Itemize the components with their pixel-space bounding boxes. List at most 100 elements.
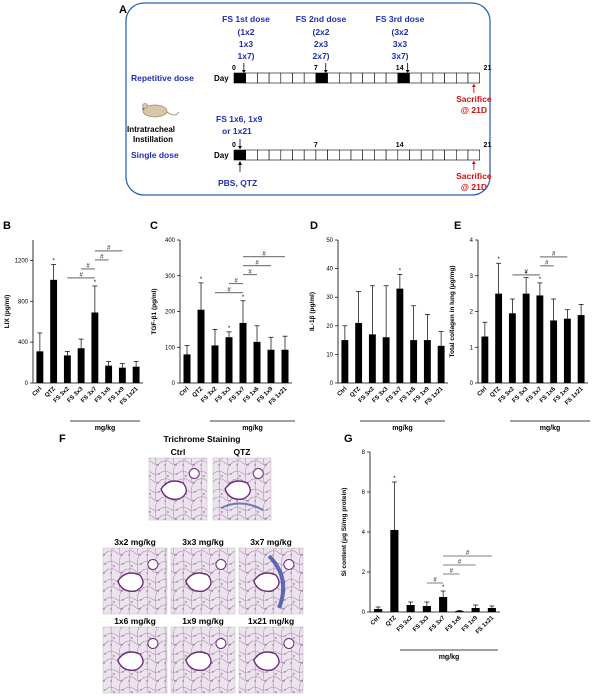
significance-star: * [399, 268, 402, 274]
vessel-shape [215, 559, 227, 570]
y-axis-label: LIX (pg/ml) [4, 295, 11, 329]
panel-label-g: G [344, 433, 353, 445]
vessel-shape [147, 638, 159, 649]
bar [374, 609, 383, 612]
dose-day-cell [233, 72, 246, 84]
significance-star: * [442, 585, 445, 591]
day-label: Day [214, 151, 229, 160]
airway-shape [253, 651, 280, 671]
airway-shape [185, 651, 212, 671]
x-tick-label: FS 3x7 [429, 615, 447, 633]
bar [481, 336, 489, 383]
day-cell [245, 149, 258, 161]
bar [487, 608, 496, 612]
day-cell [374, 149, 387, 161]
dose-title-1: FS 1st dose [222, 14, 270, 24]
significance-hash: # [450, 569, 454, 575]
bar [423, 340, 431, 383]
dose-line: 3x3 [393, 39, 407, 49]
day-cell [409, 149, 422, 161]
bar [36, 351, 44, 383]
airway-shape [160, 480, 187, 500]
airway-shape [185, 572, 212, 592]
airway-shape [253, 572, 280, 592]
significance-star: * [497, 257, 500, 263]
bar [437, 345, 445, 383]
dose-label-2: FS 2nd dose (2x2 2x3 2x7) [296, 14, 347, 61]
timeline-single: 0 7 14 21 Sacrifice@ 21D [232, 139, 492, 192]
chart-total-collagen: 0 1 2 3 4 Total collagen in lung (μg/mg) Ctrl *… [449, 238, 590, 432]
y-tick-label: 3 [470, 274, 474, 280]
day-tick: 7 [314, 65, 318, 72]
dose-line: 2x7) [312, 51, 329, 61]
bar [422, 606, 431, 612]
day-cell [420, 149, 434, 161]
significance-hash: # [100, 254, 104, 260]
day-cell [467, 72, 480, 84]
day-cell [444, 149, 457, 161]
y-tick-label: 40 [326, 267, 333, 273]
significance-star: * [242, 295, 245, 301]
x-tick-label: FS 3x2 [396, 615, 414, 633]
dose-line: (2x2 [312, 27, 329, 37]
day-tick: 21 [484, 142, 492, 149]
day-cell [385, 149, 399, 161]
day-label: Day [214, 74, 229, 83]
day-cell [362, 149, 375, 161]
y-tick-label: 400 [165, 238, 176, 244]
bar [410, 340, 418, 383]
day-cell [303, 72, 317, 84]
y-tick-label: 50 [326, 238, 333, 244]
sacrifice-label: Sacrifice [456, 171, 492, 181]
vessel-shape [283, 559, 295, 570]
histology-title: Trichrome Staining [164, 434, 241, 444]
bar [77, 348, 85, 383]
bar [355, 322, 363, 383]
y-tick-label: 0 [25, 381, 29, 387]
collagen-stain [267, 554, 286, 609]
dose-title-2: FS 2nd dose [296, 14, 347, 24]
bar [382, 337, 390, 383]
significance-star: * [52, 259, 55, 265]
bar [341, 340, 349, 383]
timeline-repetitive: 0 7 14 21 Sacrifice@ 21D [232, 63, 492, 115]
dose-line: 1x7) [237, 51, 254, 61]
dose-label-3: FS 3rd dose (3x2 3x3 3x7) [376, 14, 425, 61]
day-cell [303, 149, 317, 161]
day-cell [362, 72, 375, 84]
dose-day-cell [233, 149, 246, 161]
significance-hash: # [86, 263, 90, 269]
day-tick: 21 [484, 65, 492, 72]
vessel-shape [147, 559, 159, 570]
y-tick-label: 0 [362, 610, 366, 616]
sacrifice-day-label: @ 21D [461, 105, 487, 115]
vessel-shape [252, 468, 264, 479]
significance-star: * [228, 326, 231, 332]
y-axis-label: Total collagen in lung (μg/mg) [449, 266, 456, 358]
significance-hash: # [107, 245, 111, 251]
histology-label: 1x6 mg/kg [114, 616, 156, 626]
significance-hash: # [458, 560, 462, 566]
chart-si-content: 0 2 4 6 8 Si content (μg Si/mg protein) Ctrl * Q… [341, 450, 500, 661]
sacrifice-label: Sacrifice [456, 94, 492, 104]
dose-arrow-head [241, 70, 246, 73]
day-cell [432, 149, 445, 161]
x-tick-label: FS 1x21 [475, 615, 496, 636]
day-cell [397, 149, 410, 161]
y-tick-label: 300 [165, 274, 176, 280]
bar [508, 313, 516, 383]
day-cell [467, 149, 480, 161]
significance-star: * [200, 277, 203, 283]
day-cell [374, 72, 387, 84]
y-tick-label: 8 [362, 450, 366, 456]
airway-shape [117, 651, 144, 671]
day-cell [257, 149, 270, 161]
day-cell [455, 149, 469, 161]
y-tick-label: 400 [18, 340, 29, 346]
bar [211, 345, 219, 383]
histology-label: 1x9 mg/kg [182, 616, 224, 626]
day-cell [409, 72, 422, 84]
bar [91, 312, 99, 383]
